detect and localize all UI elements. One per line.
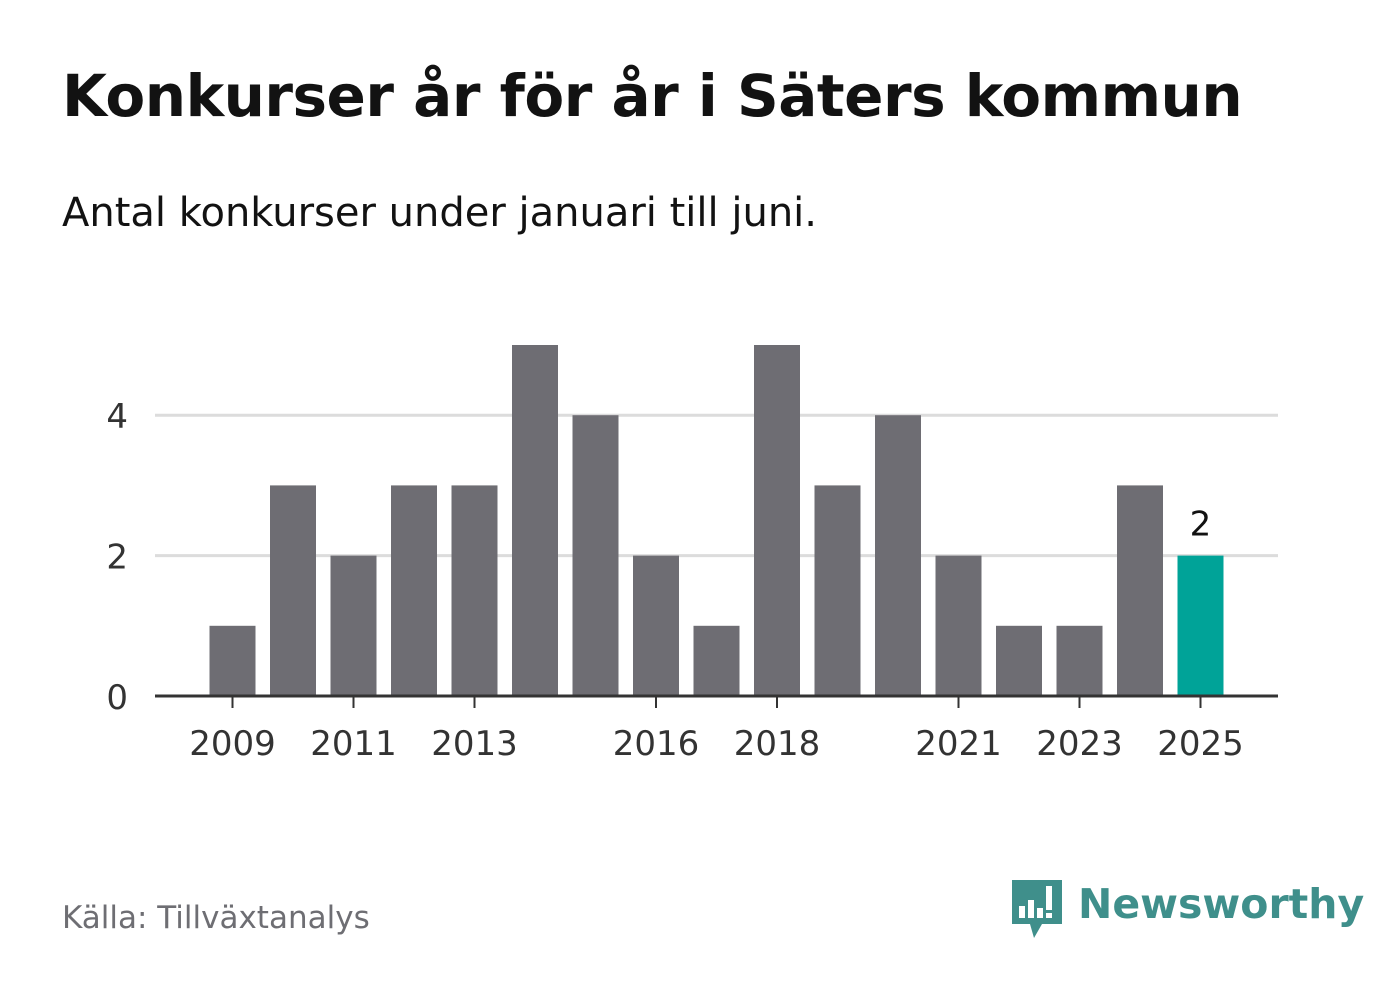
gridlines: [155, 413, 1278, 558]
bar-2017: [693, 625, 740, 696]
bar-2011: [330, 555, 377, 696]
bar-2023: [1056, 625, 1103, 696]
bar-2013: [451, 485, 498, 696]
bar-2024: [1117, 485, 1163, 696]
x-tick-label: 2023: [1036, 724, 1123, 764]
bar-2018: [754, 345, 800, 696]
chart-subtitle: Antal konkurser under januari till juni.: [62, 190, 817, 236]
newsworthy-logo: Newsworthy: [1012, 880, 1364, 944]
labels: 0 2 4 2009 2011 2013 2016 2018 2021 2023 2025 2: [106, 397, 1243, 764]
bar-2021: [935, 555, 982, 696]
bar-2010: [270, 485, 316, 696]
x-tick-label: 2013: [431, 724, 518, 764]
newsworthy-logo-icon: [1012, 880, 1062, 938]
bar-2009: [209, 625, 256, 696]
bar-2012: [391, 485, 437, 696]
x-tick-label: 2021: [915, 724, 1002, 764]
data-label: 2: [1190, 505, 1212, 545]
x-tick-label: 2011: [310, 724, 397, 764]
bar-2015: [572, 415, 619, 696]
x-tick-label: 2016: [613, 724, 700, 764]
bar-2022: [996, 625, 1042, 696]
brand-name: Newsworthy: [1078, 880, 1365, 928]
chart-title: Konkurser år för år i Säters kommun: [62, 62, 1243, 130]
bar-chart: 0 2 4 2009 2011 2013 2016 2018 2021 2023 2025 2: [106, 345, 1278, 764]
source-note: Källa: Tillväxtanalys: [62, 900, 370, 936]
y-tick-label: 0: [106, 678, 128, 718]
bar-2014: [512, 345, 558, 696]
y-tick-label: 4: [106, 397, 128, 437]
x-tick-label: 2025: [1157, 724, 1244, 764]
bar-2025: [1177, 555, 1224, 696]
y-tick-label: 2: [106, 538, 128, 578]
bar-2016: [633, 555, 679, 696]
x-tick-label: 2009: [189, 724, 276, 764]
bar-2019: [814, 485, 861, 696]
axes: [155, 694, 1278, 708]
bar-2020: [875, 415, 921, 696]
x-tick-label: 2018: [734, 724, 821, 764]
bars: [209, 345, 1224, 696]
